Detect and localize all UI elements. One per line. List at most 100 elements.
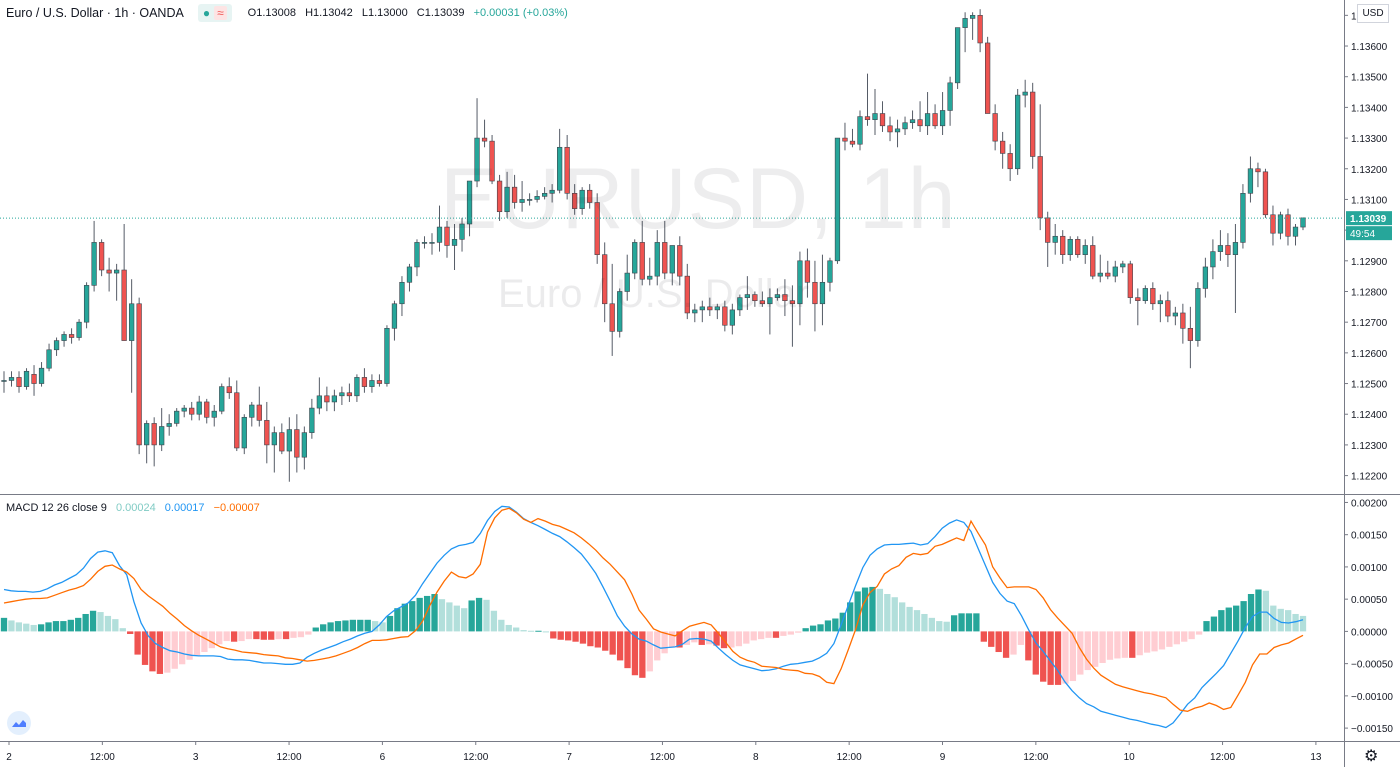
macd-histogram-bar — [913, 610, 921, 632]
candle — [707, 297, 713, 317]
candle — [384, 325, 390, 387]
candle — [1112, 260, 1118, 283]
macd-histogram-bar — [1106, 631, 1114, 660]
tradingview-logo-icon[interactable] — [7, 711, 31, 735]
candle — [68, 328, 75, 344]
candle — [339, 386, 345, 406]
macd-histogram-bar — [809, 625, 817, 632]
macd-histogram-bar — [691, 631, 698, 643]
candle-body — [894, 128, 901, 133]
countdown-tag-label: 49:54 — [1350, 229, 1375, 240]
candle-body — [872, 113, 878, 120]
candle-body — [1232, 242, 1239, 255]
candle-body — [1067, 239, 1073, 255]
price-tick-label: 1.12400 — [1351, 410, 1388, 421]
macd-tick-label: 0.00150 — [1351, 531, 1388, 542]
candle-body — [1165, 300, 1171, 317]
macd-histogram-bar — [1240, 601, 1247, 632]
macd-tick-label: 0.00050 — [1351, 595, 1388, 606]
price-tick-label: 1.12700 — [1351, 318, 1388, 329]
candle — [466, 180, 473, 237]
time-tick-label: 12:00 — [650, 752, 675, 763]
candle-body — [534, 196, 540, 200]
candle — [1292, 223, 1299, 246]
macd-histogram-bar — [268, 631, 275, 640]
candle-body — [174, 410, 180, 424]
candle-body — [451, 239, 458, 246]
macd-histogram-bar — [1114, 631, 1121, 659]
candle — [279, 423, 285, 455]
legend-header: Euro / U.S. Dollar · 1h · OANDA ● ≈ O1.1… — [6, 3, 574, 23]
candle-body — [594, 202, 600, 255]
macd-histogram-bar — [1210, 616, 1218, 632]
macd-histogram-bar — [587, 631, 594, 647]
candle-body — [714, 306, 720, 311]
candle-body — [8, 377, 15, 381]
candle-body — [1015, 94, 1021, 170]
candle — [1240, 184, 1246, 249]
macd-histogram-bar — [1203, 621, 1210, 632]
macd-histogram-bar — [1188, 631, 1195, 640]
candle — [414, 239, 420, 277]
candle — [992, 104, 998, 151]
candle-body — [1225, 245, 1231, 255]
candle — [159, 408, 165, 452]
candle — [1, 371, 7, 393]
macd-histogram-bar — [802, 628, 809, 632]
candle-body — [204, 401, 210, 418]
candle-body — [954, 27, 961, 84]
candle-body — [346, 392, 353, 397]
macd-histogram-bar — [772, 631, 780, 638]
candle-body — [617, 291, 623, 332]
candle-body — [1150, 288, 1156, 305]
candle — [894, 119, 901, 148]
candle — [977, 9, 983, 53]
macd-histogram-bar — [461, 608, 468, 632]
symbol-title[interactable]: Euro / U.S. Dollar · 1h · OANDA — [6, 6, 184, 20]
macd-histogram-bar — [23, 623, 30, 632]
macd-histogram-bar — [193, 631, 201, 656]
candle-body — [361, 377, 368, 387]
macd-histogram-bar — [943, 621, 950, 632]
candle — [541, 187, 548, 200]
candle — [144, 420, 150, 464]
candle-body — [61, 334, 67, 341]
macd-tick-label: −0.00150 — [1351, 724, 1393, 735]
high-value: H1.13042 — [305, 7, 353, 19]
candle-body — [53, 340, 60, 351]
settings-gear-icon[interactable]: ⚙ — [1364, 748, 1379, 765]
candle — [1105, 260, 1111, 280]
macd-histogram-bar — [965, 613, 973, 632]
macd-histogram-bar — [112, 619, 119, 632]
candle — [954, 27, 961, 89]
macd-histogram-bar — [453, 605, 460, 632]
macd-histogram-bar — [995, 631, 1002, 653]
candle-body — [587, 189, 593, 203]
macd-histogram-bar — [1181, 631, 1188, 642]
macd-histogram-bar — [832, 618, 839, 632]
candle-body — [819, 281, 826, 305]
macd-histogram-bar — [535, 630, 542, 632]
macd-histogram-bar — [646, 631, 653, 672]
macd-histogram-bar — [216, 631, 223, 645]
macd-histogram-bar — [75, 617, 82, 632]
macd-histogram-bar — [156, 631, 164, 674]
currency-label[interactable]: USD — [1357, 4, 1389, 23]
candle — [1202, 257, 1209, 298]
candle — [1000, 131, 1006, 169]
macd-histogram-bar — [1262, 590, 1270, 632]
macd-histogram-bar — [431, 594, 438, 632]
price-tick-label: 1.12800 — [1351, 287, 1388, 298]
candle — [294, 414, 300, 473]
candle-body — [1135, 297, 1141, 301]
macd-legend[interactable]: MACD 12 26 close 9 0.00024 0.00017 −0.00… — [6, 502, 266, 514]
macd-histogram-bar — [988, 631, 995, 647]
macd-histogram-bar — [928, 617, 936, 632]
candle-body — [511, 186, 518, 203]
candle-body — [759, 300, 766, 305]
macd-histogram-bar — [973, 613, 980, 632]
macd-histogram-bar — [490, 610, 498, 632]
candle-body — [68, 334, 75, 338]
market-status-badge[interactable]: ● ≈ — [197, 4, 232, 22]
